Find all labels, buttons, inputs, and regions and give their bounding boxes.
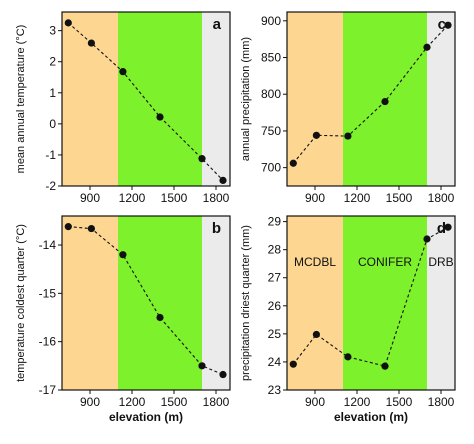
panel-a-xtick-label: 900 bbox=[80, 191, 100, 205]
panel-a-data-point bbox=[87, 39, 95, 47]
panel-c-ytick-label: 750 bbox=[261, 124, 281, 138]
panel-b-ytick-label: -14 bbox=[39, 238, 57, 252]
panel-d-xtick-label: 1500 bbox=[386, 395, 413, 409]
panel-c: 900 1200 1500 1800 900 850 800 750 700 annual pre… bbox=[240, 11, 456, 205]
panel-b-data-point bbox=[219, 370, 227, 379]
panel-d-ylabel: precipitation driest quarter (mm) bbox=[240, 225, 252, 381]
panel-d-ytick-label: 27 bbox=[268, 271, 282, 285]
zone-label-mcdbl: MCDBL bbox=[294, 255, 336, 269]
panel-d-zone-drb bbox=[427, 216, 455, 390]
panel-c-data-point bbox=[289, 159, 297, 167]
panel-a-data-point bbox=[198, 155, 206, 163]
panel-b-ylabel: temperature coldest quarter (°C) bbox=[15, 224, 27, 382]
panel-a-ytick-label: 2 bbox=[49, 55, 56, 69]
panel-b-zone-conifer bbox=[118, 216, 202, 390]
panel-c-ytick-label: 800 bbox=[261, 87, 281, 101]
panel-c-zone-drb bbox=[427, 12, 455, 186]
panel-b-data-point bbox=[198, 362, 206, 370]
panel-b-ytick-label: -17 bbox=[39, 383, 57, 397]
panel-d-ytick-label: 23 bbox=[268, 383, 282, 397]
panel-a-zone-drb bbox=[202, 12, 230, 186]
panel-a-ytick-label: 0 bbox=[49, 117, 56, 131]
panel-d-ytick-label: 24 bbox=[268, 355, 282, 369]
panel-c-data-point bbox=[381, 97, 389, 106]
panel-a-xtick-label: 1500 bbox=[161, 191, 188, 205]
panel-a-ytick-label: -2 bbox=[45, 179, 56, 193]
panel-d-data-point bbox=[344, 353, 352, 361]
panel-a-data-point bbox=[219, 176, 227, 185]
panel-d-zone-mcdbl bbox=[287, 216, 343, 390]
panel-b-zone-mcdbl bbox=[62, 216, 118, 390]
panel-b-ytick-label: -15 bbox=[39, 286, 57, 300]
panel-c-letter: c bbox=[438, 16, 446, 33]
panel-b-xlabel: elevation (m) bbox=[109, 410, 183, 424]
panel-c-ytick-label: 850 bbox=[261, 51, 281, 65]
panel-d-xtick-label: 1200 bbox=[344, 395, 371, 409]
panel-c-xtick-label: 1800 bbox=[428, 191, 455, 205]
panel-a-ytick-label: 1 bbox=[49, 86, 56, 100]
panel-b-zone-drb bbox=[202, 216, 230, 390]
panel-c-data-point bbox=[444, 21, 452, 29]
panel-b-frame bbox=[61, 215, 231, 391]
panel-d-ytick-label: 28 bbox=[268, 243, 282, 257]
panel-c-series-line bbox=[292, 24, 449, 164]
panel-b: 900 1200 1500 1800 -14 -15 -16 -17 temperature c… bbox=[15, 215, 231, 424]
panel-d-xtick-label: 1800 bbox=[428, 395, 455, 409]
panel-b-data-point bbox=[87, 224, 95, 233]
panel-d-data-point bbox=[289, 360, 297, 368]
panel-b-xtick-label: 1800 bbox=[203, 395, 230, 409]
panel-a-ytick-label: 3 bbox=[49, 24, 56, 38]
panel-c-xtick-label: 1200 bbox=[344, 191, 371, 205]
panel-a-ytick-label: -1 bbox=[45, 148, 56, 162]
panel-a-frame bbox=[61, 11, 231, 187]
panel-d-series-line bbox=[292, 226, 449, 367]
panel-d-ytick-label: 25 bbox=[268, 327, 282, 341]
panel-d-zone-conifer bbox=[343, 216, 427, 390]
panel-a-zone-conifer bbox=[118, 12, 202, 186]
panel-b-xtick-label: 1500 bbox=[161, 395, 188, 409]
panel-c-zone-mcdbl bbox=[287, 12, 343, 186]
panel-d-letter: d bbox=[437, 220, 446, 237]
panel-b-data-point bbox=[119, 251, 127, 259]
panel-d-ytick-label: 26 bbox=[268, 299, 282, 313]
panel-a-xtick-label: 1800 bbox=[203, 191, 230, 205]
panel-c-xtick-label: 1500 bbox=[386, 191, 413, 205]
panel-d: MCDBL CONIFER DRB 900 1200 1500 1800 29 28 27 26 25… bbox=[240, 215, 456, 424]
panel-c-data-point bbox=[312, 131, 320, 139]
panel-d-frame bbox=[286, 215, 456, 391]
panel-d-data-point bbox=[444, 223, 452, 231]
zone-label-drb: DRB bbox=[428, 255, 453, 269]
panel-a-xtick-label: 1200 bbox=[119, 191, 146, 205]
panel-c-data-point bbox=[344, 132, 352, 140]
panel-a-zone-mcdbl bbox=[62, 12, 118, 186]
panel-b-series-line bbox=[68, 226, 224, 376]
panel-b-xtick-label: 1200 bbox=[119, 395, 146, 409]
panel-d-xtick-label: 900 bbox=[305, 395, 325, 409]
panel-c-xtick-label: 900 bbox=[305, 191, 325, 205]
panel-d-xlabel: elevation (m) bbox=[334, 410, 408, 424]
zone-label-conifer: CONIFER bbox=[358, 255, 412, 269]
panel-c-data-point bbox=[423, 43, 431, 51]
panel-d-data-point bbox=[381, 362, 389, 370]
panel-a-ylabel: mean annual temperature (°C) bbox=[15, 25, 27, 174]
panel-c-ytick-label: 900 bbox=[261, 14, 281, 28]
panel-b-data-point bbox=[156, 313, 164, 322]
panel-b-xtick-label: 900 bbox=[80, 395, 100, 409]
panel-c-ytick-label: 700 bbox=[261, 161, 281, 175]
panel-a-data-point bbox=[64, 19, 72, 27]
panel-a: 900 1200 1500 1800 3 2 1 0 -1 -2 mean annual tempe… bbox=[15, 11, 231, 205]
panel-d-ytick-label: 29 bbox=[268, 215, 282, 229]
panel-c-ylabel: annual precipitation (mm) bbox=[240, 37, 252, 161]
panel-b-letter: b bbox=[212, 220, 221, 237]
panel-a-data-point bbox=[119, 68, 127, 76]
panel-b-data-point bbox=[64, 223, 72, 231]
panel-c-frame bbox=[286, 11, 456, 187]
panel-b-ytick-label: -16 bbox=[39, 335, 57, 349]
panel-d-data-point bbox=[312, 330, 320, 339]
panel-d-data-point bbox=[423, 235, 431, 243]
panel-a-data-point bbox=[156, 113, 164, 121]
panel-a-letter: a bbox=[213, 16, 222, 33]
